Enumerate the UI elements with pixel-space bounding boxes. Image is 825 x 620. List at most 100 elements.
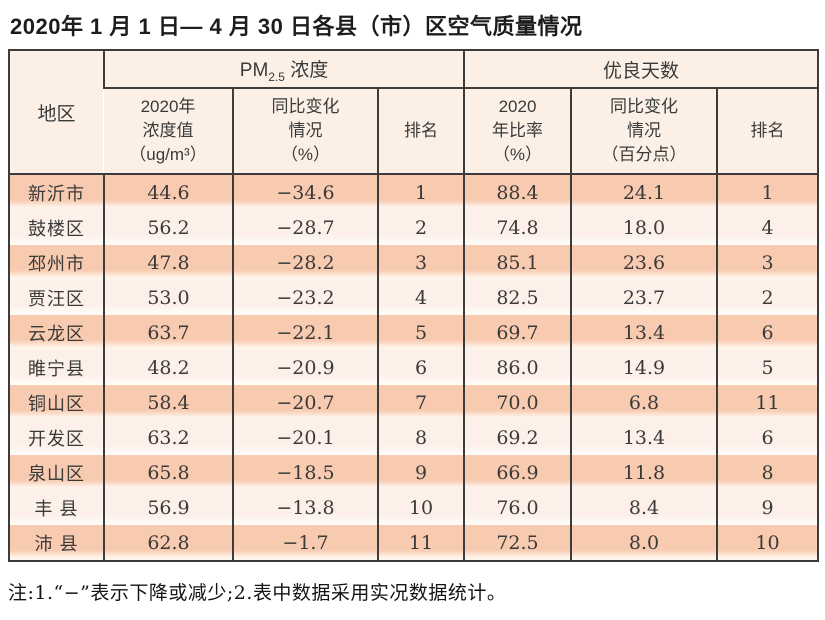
- pm-value-cell: 65.8: [103, 455, 233, 490]
- col-header-pm-rank: 排名: [377, 88, 464, 175]
- col-header-good-change: 同比变化 情况 （百分点）: [570, 88, 717, 175]
- region-cell: 铜山区: [9, 385, 104, 420]
- good-rank-cell: 1: [715, 174, 819, 210]
- pm-rank-cell: 8: [377, 420, 464, 455]
- good-rank-cell: 8: [715, 455, 819, 490]
- pm-rank-cell: 10: [377, 490, 464, 525]
- pm-rank-cell: 4: [377, 280, 464, 315]
- pm-value-cell: 56.9: [103, 490, 233, 525]
- good-rate-cell: 88.4: [463, 174, 571, 210]
- good-rate-cell: 70.0: [463, 385, 571, 420]
- pm-subscript: 2.5: [268, 69, 285, 84]
- pm-change-cell: −22.1: [232, 315, 378, 350]
- pm-value-cell: 47.8: [103, 245, 233, 280]
- good-rank-cell: 4: [715, 210, 819, 245]
- good-rate-cell: 82.5: [463, 280, 571, 315]
- pm-rank-cell: 1: [377, 174, 464, 210]
- region-cell: 丰 县: [9, 490, 104, 525]
- pm-value-cell: 56.2: [103, 210, 233, 245]
- good-change-cell: 13.4: [570, 315, 717, 350]
- footnote: 注:1.“−”表示下降或减少;2.表中数据采用实况数据统计。: [8, 582, 507, 604]
- good-change-cell: 6.8: [570, 385, 717, 420]
- pm-value-cell: 62.8: [103, 525, 233, 561]
- pm-rank-cell: 6: [377, 350, 464, 385]
- col-header-pm-value: 2020年 浓度值 （ug/m³）: [104, 88, 233, 175]
- air-quality-table: 地区 PM2.5 浓度 优良天数 2020年 浓度值 （ug/m³） 同比变化 …: [8, 49, 820, 562]
- region-cell: 新沂市: [9, 174, 104, 210]
- region-cell: 云龙区: [9, 315, 104, 350]
- page-title: 2020年 1 月 1 日— 4 月 30 日各县（市）区空气质量情况: [10, 14, 583, 39]
- pm-value-cell: 63.7: [103, 315, 233, 350]
- region-cell: 开发区: [9, 420, 104, 455]
- good-rate-cell: 74.8: [463, 210, 571, 245]
- pm-change-cell: −23.2: [232, 280, 378, 315]
- table-row: 睢宁县 48.2 −20.9 6 86.0 14.9 5: [9, 350, 819, 385]
- good-change-cell: 23.7: [570, 280, 717, 315]
- region-cell: 贾汪区: [9, 280, 104, 315]
- table-row: 新沂市 44.6 −34.6 1 88.4 24.1 1: [9, 174, 819, 210]
- good-rank-cell: 3: [715, 245, 819, 280]
- good-change-cell: 23.6: [570, 245, 717, 280]
- table-row: 开发区 63.2 −20.1 8 69.2 13.4 6: [9, 420, 819, 455]
- region-cell: 邳州市: [9, 245, 104, 280]
- good-change-cell: 8.0: [570, 525, 717, 561]
- good-rank-cell: 9: [715, 490, 819, 525]
- good-change-cell: 24.1: [570, 174, 717, 210]
- table-row: 鼓楼区 56.2 −28.7 2 74.8 18.0 4: [9, 210, 819, 245]
- pm-label-tail: 浓度: [284, 59, 329, 81]
- table-header: 地区 PM2.5 浓度 优良天数 2020年 浓度值 （ug/m³） 同比变化 …: [9, 50, 819, 175]
- good-change-cell: 14.9: [570, 350, 717, 385]
- col-header-region: 地区: [9, 50, 104, 175]
- good-change-cell: 8.4: [570, 490, 717, 525]
- table-row: 泉山区 65.8 −18.5 9 66.9 11.8 8: [9, 455, 819, 490]
- table-row: 铜山区 58.4 −20.7 7 70.0 6.8 11: [9, 385, 819, 420]
- pm-change-cell: −28.2: [232, 245, 378, 280]
- table-row: 云龙区 63.7 −22.1 5 69.7 13.4 6: [9, 315, 819, 350]
- good-rank-cell: 5: [715, 350, 819, 385]
- pm-change-cell: −20.7: [232, 385, 378, 420]
- good-rate-cell: 72.5: [463, 525, 571, 561]
- col-group-pm25: PM2.5 浓度: [103, 50, 464, 89]
- good-rate-cell: 86.0: [463, 350, 571, 385]
- pm-change-cell: −20.9: [232, 350, 378, 385]
- region-cell: 睢宁县: [9, 350, 104, 385]
- good-rank-cell: 10: [715, 525, 819, 561]
- pm-change-cell: −28.7: [232, 210, 378, 245]
- pm-rank-cell: 3: [377, 245, 464, 280]
- region-cell: 鼓楼区: [9, 210, 104, 245]
- good-change-cell: 11.8: [570, 455, 717, 490]
- header-row-groups: 地区 PM2.5 浓度 优良天数: [9, 50, 819, 175]
- pm-value-cell: 44.6: [103, 174, 233, 210]
- pm-label: PM: [239, 59, 269, 81]
- table-row: 沛 县 62.8 −1.7 11 72.5 8.0 10: [9, 525, 819, 561]
- pm-change-cell: −1.7: [232, 525, 378, 561]
- pm-change-cell: −20.1: [232, 420, 378, 455]
- good-rate-cell: 69.7: [463, 315, 571, 350]
- good-rank-cell: 6: [715, 420, 819, 455]
- good-rate-cell: 69.2: [463, 420, 571, 455]
- article-page: 2020年 1 月 1 日— 4 月 30 日各县（市）区空气质量情况 地区 P…: [0, 9, 825, 620]
- good-change-cell: 18.0: [570, 210, 717, 245]
- good-rate-cell: 85.1: [463, 245, 571, 280]
- header-row-sub: 2020年 浓度值 （ug/m³） 同比变化 情况 （%） 排名 2020 年比…: [9, 88, 819, 175]
- pm-value-cell: 58.4: [103, 385, 233, 420]
- col-header-good-rank: 排名: [715, 88, 819, 175]
- good-rank-cell: 11: [715, 385, 819, 420]
- table-body: 新沂市 44.6 −34.6 1 88.4 24.1 1 鼓楼区 56.2 −2…: [9, 174, 819, 561]
- pm-value-cell: 63.2: [103, 420, 233, 455]
- pm-value-cell: 53.0: [103, 280, 233, 315]
- good-rank-cell: 2: [715, 280, 819, 315]
- col-header-pm-change: 同比变化 情况 （%）: [232, 88, 378, 175]
- region-cell: 泉山区: [9, 455, 104, 490]
- pm-rank-cell: 11: [377, 525, 464, 561]
- pm-rank-cell: 7: [377, 385, 464, 420]
- pm-rank-cell: 9: [377, 455, 464, 490]
- table-row: 邳州市 47.8 −28.2 3 85.1 23.6 3: [9, 245, 819, 280]
- good-rate-cell: 76.0: [463, 490, 571, 525]
- col-group-good-days: 优良天数: [462, 50, 819, 89]
- good-rate-cell: 66.9: [463, 455, 571, 490]
- col-header-good-rate: 2020 年比率 （%）: [463, 88, 571, 175]
- pm-change-cell: −18.5: [232, 455, 378, 490]
- table-row: 贾汪区 53.0 −23.2 4 82.5 23.7 2: [9, 280, 819, 315]
- pm-change-cell: −13.8: [232, 490, 378, 525]
